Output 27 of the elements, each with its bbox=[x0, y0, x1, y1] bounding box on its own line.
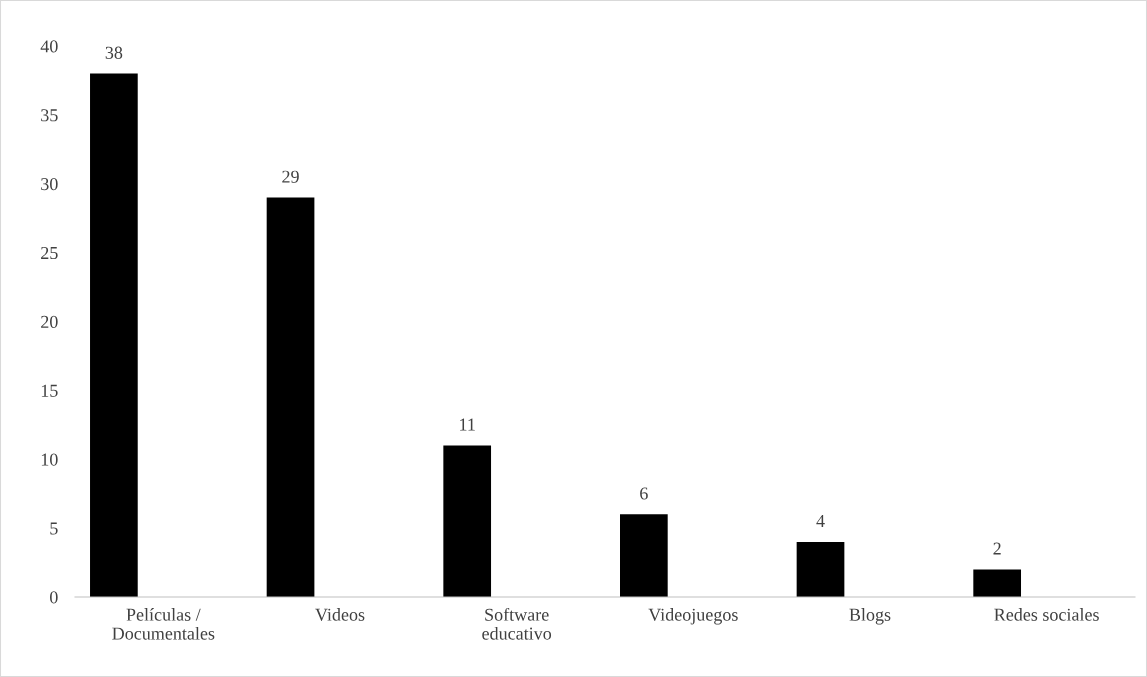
x-tick-label: Videojuegos bbox=[648, 608, 738, 625]
data-label: 11 bbox=[460, 418, 475, 431]
y-tick-label: 20 bbox=[41, 315, 58, 328]
data-label: 4 bbox=[816, 515, 825, 527]
data-label: 2 bbox=[993, 542, 1001, 555]
data-label: 6 bbox=[640, 487, 648, 500]
bar bbox=[443, 445, 492, 597]
y-tick-label: 15 bbox=[41, 384, 58, 397]
y-tick-label: 40 bbox=[40, 40, 58, 53]
y-tick-label: 35 bbox=[41, 109, 58, 122]
bar bbox=[266, 197, 315, 597]
bar bbox=[90, 73, 138, 597]
x-tick-label: Software educativo bbox=[482, 607, 552, 640]
data-label: 29 bbox=[282, 170, 299, 183]
x-tick-label: Redes sociales bbox=[994, 608, 1099, 621]
data-label: 38 bbox=[105, 46, 123, 59]
x-tick-label: Videos bbox=[315, 608, 365, 621]
y-tick-label: 5 bbox=[50, 522, 58, 535]
y-tick-label: 30 bbox=[41, 178, 58, 191]
y-tick-label: 10 bbox=[41, 453, 58, 466]
y-tick-label: 25 bbox=[41, 246, 58, 260]
bar bbox=[973, 569, 1022, 597]
y-tick-label: 0 bbox=[50, 591, 58, 604]
bar bbox=[796, 541, 845, 597]
bar bbox=[620, 514, 668, 597]
x-tick-label: Blogs bbox=[849, 608, 891, 625]
x-tick-label: Películas / Documentales bbox=[112, 608, 215, 640]
